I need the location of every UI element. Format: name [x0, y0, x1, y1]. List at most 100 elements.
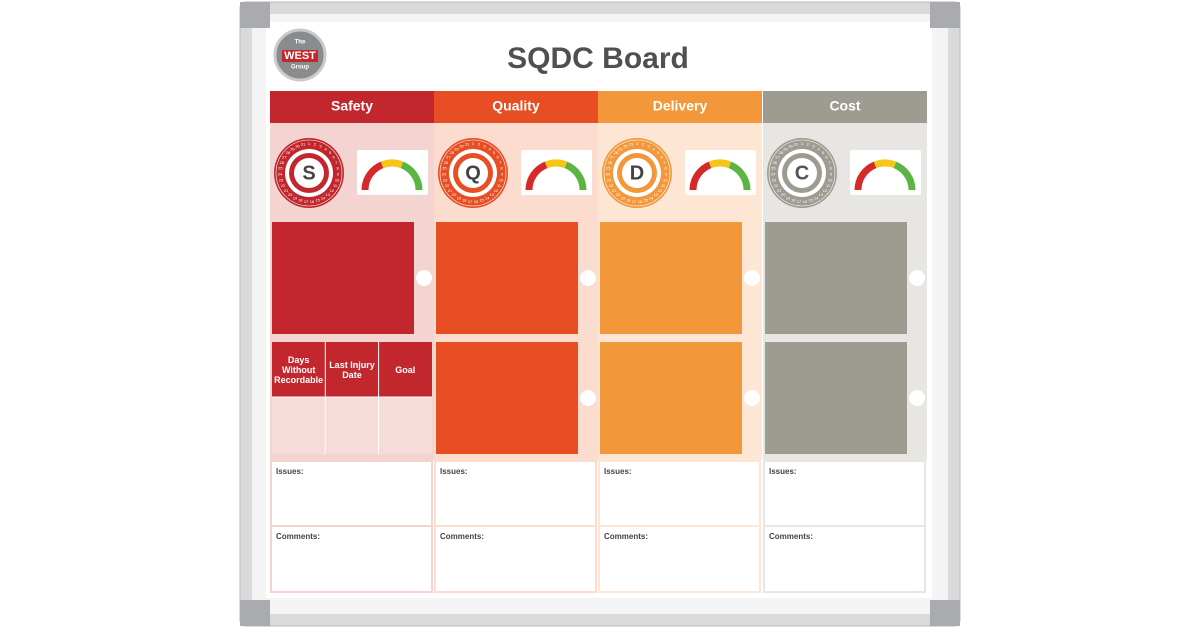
calendar-day: 5 [657, 150, 660, 155]
title: SQDC Board [507, 42, 689, 75]
calendar-day: 2 [314, 142, 317, 147]
calendar-day: 11 [826, 183, 831, 188]
table-header-cell: Days Without Recordable [274, 355, 323, 385]
calendar-day: 29 [618, 146, 623, 151]
calendar-day: 16 [474, 199, 479, 204]
calendar-day: 25 [771, 166, 776, 171]
calendar-day: 23 [607, 177, 612, 182]
calendar-day: 19 [621, 195, 626, 200]
issues-label: Issues: [276, 467, 304, 476]
kpi-box [600, 222, 742, 334]
calendar-day: 14 [814, 195, 819, 200]
ring-letter: C [795, 162, 809, 184]
calendar-day: 12 [330, 188, 335, 193]
calendar-day: 17 [797, 199, 802, 204]
calendar-day: 18 [462, 198, 467, 203]
gauge-arc [361, 161, 384, 191]
calendar-day: 11 [333, 183, 338, 188]
calendar-day: 24 [771, 172, 776, 177]
calendar-day: 16 [803, 199, 808, 204]
calendar-day: 26 [608, 160, 613, 165]
calendar-day: 7 [499, 160, 502, 165]
calendar-day: 6 [660, 155, 663, 160]
calendar-day: 20 [288, 192, 293, 197]
issues-box [598, 460, 761, 527]
table-header [272, 342, 432, 397]
calendar-day: 22 [774, 183, 779, 188]
calendar-day: 7 [335, 160, 338, 165]
calendar-day: 27 [282, 155, 287, 160]
corner [930, 600, 960, 626]
calendar-day: 23 [772, 177, 777, 182]
calendar-day: 16 [638, 199, 643, 204]
calendar-day: 28 [614, 150, 619, 155]
calendar-day: 22 [445, 183, 450, 188]
issues-box [763, 460, 926, 527]
table-header-text: Last Injury Date [329, 359, 375, 380]
gauge-arc [728, 161, 751, 191]
column-header [270, 91, 434, 123]
calendar-day: 12 [823, 188, 828, 193]
calendar-day: 13 [654, 192, 659, 197]
magnet [744, 390, 760, 406]
ring-band [439, 139, 507, 207]
calendar-day: 8 [830, 166, 833, 171]
calendar-day: 1 [472, 141, 475, 146]
calendar-day: 18 [626, 198, 631, 203]
calendar-day: 10 [335, 177, 340, 182]
gauge-arc [854, 161, 877, 191]
ring-letter: D [630, 162, 644, 184]
table-body [272, 397, 432, 454]
calendar-day: 2 [478, 142, 481, 147]
calendar-day: 4 [652, 146, 655, 151]
calendar-day: 26 [773, 160, 778, 165]
calendar-day: 1 [308, 141, 311, 146]
column-header-text: Cost [829, 98, 860, 114]
ring-letter: Q [465, 162, 481, 184]
calendar-day: 22 [281, 183, 286, 188]
column-header [763, 91, 927, 123]
calendar-day: 24 [606, 172, 611, 177]
calendar-day: 12 [658, 188, 663, 193]
logo-text: The [295, 40, 306, 46]
calendar-day: 29 [783, 146, 788, 151]
ring-band [768, 139, 836, 207]
calendar-day: 17 [632, 199, 637, 204]
corner [240, 2, 270, 28]
comments-label: Comments: [604, 532, 648, 541]
ring-band [275, 139, 343, 207]
calendar-day: 14 [485, 195, 490, 200]
calendar-day: 24 [278, 172, 283, 177]
calendar-day: 5 [822, 150, 825, 155]
calendar-day: 31 [465, 142, 470, 147]
calendar-day: 3 [812, 143, 815, 148]
magnet [580, 270, 596, 286]
calendar-day: 15 [808, 198, 813, 203]
gauge-arc [873, 159, 897, 169]
comments-box [598, 525, 761, 593]
calendar-day: 30 [295, 143, 300, 148]
calendar-day: 7 [828, 160, 831, 165]
calendar-day: 8 [501, 166, 504, 171]
logo-text: Group [291, 65, 309, 71]
calendar-day: 6 [332, 155, 335, 160]
calendar-day: 10 [828, 177, 833, 182]
corner [930, 2, 960, 28]
calendar-day: 29 [454, 146, 459, 151]
gauge-arc [525, 161, 548, 191]
calendar-day: 3 [647, 143, 650, 148]
kpi-box [765, 342, 907, 454]
kpi-box [272, 222, 414, 334]
calendar-day: 8 [665, 166, 668, 171]
calendar-day: 1 [801, 141, 804, 146]
calendar-day: 26 [280, 160, 285, 165]
calendar-day: 30 [788, 143, 793, 148]
calendar-day: 28 [779, 150, 784, 155]
calendar-day: 31 [794, 142, 799, 147]
calendar-day: 25 [278, 166, 283, 171]
column-header [434, 91, 598, 123]
calendar-day: 16 [310, 199, 315, 204]
calendar-day: 1 [636, 141, 639, 146]
calendar-day: 9 [665, 172, 668, 177]
